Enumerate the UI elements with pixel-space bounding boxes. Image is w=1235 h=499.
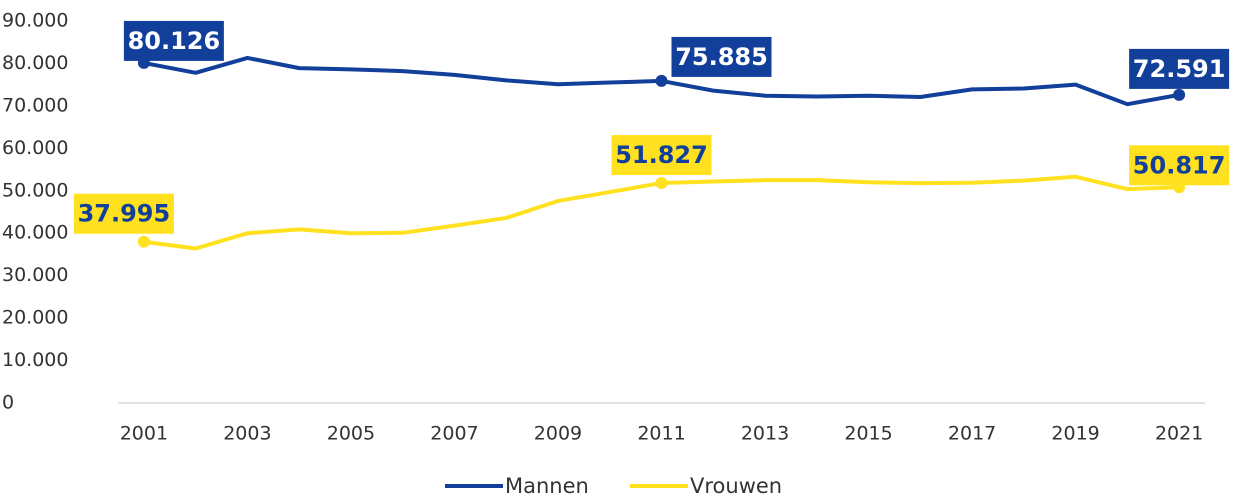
y-tick-label: 30.000 bbox=[2, 264, 68, 286]
data-label-box bbox=[611, 135, 712, 176]
data-label: 50.817 bbox=[1133, 151, 1226, 179]
data-label: 75.885 bbox=[675, 43, 768, 71]
data-point bbox=[1173, 88, 1186, 101]
data-point bbox=[655, 74, 668, 87]
y-tick-label: 70.000 bbox=[2, 94, 68, 116]
x-tick-label: 2011 bbox=[637, 423, 685, 445]
x-tick-label: 2013 bbox=[741, 423, 789, 445]
x-tick-label: 2009 bbox=[534, 423, 582, 445]
x-tick-label: 2021 bbox=[1155, 423, 1203, 445]
legend-label: Mannen bbox=[505, 474, 589, 498]
data-label-box bbox=[123, 20, 224, 61]
data-label-box bbox=[671, 36, 772, 77]
y-tick-label: 10.000 bbox=[2, 349, 68, 371]
data-label-box bbox=[1129, 145, 1230, 186]
y-tick-label: 80.000 bbox=[2, 52, 68, 74]
x-tick-label: 2005 bbox=[327, 423, 375, 445]
y-tick-label: 60.000 bbox=[2, 137, 68, 159]
x-tick-label: 2003 bbox=[223, 423, 271, 445]
y-tick-label: 50.000 bbox=[2, 179, 68, 201]
y-tick-label: 20.000 bbox=[2, 307, 68, 329]
data-point bbox=[655, 177, 668, 190]
legend-label: Vrouwen bbox=[690, 474, 782, 498]
y-tick-label: 90.000 bbox=[2, 10, 68, 32]
y-tick-label: 0 bbox=[2, 392, 14, 414]
data-label: 51.827 bbox=[615, 141, 708, 169]
x-tick-label: 2017 bbox=[948, 423, 996, 445]
data-label: 72.591 bbox=[1133, 55, 1226, 83]
x-tick-label: 2001 bbox=[120, 423, 168, 445]
data-label-box bbox=[1129, 48, 1230, 89]
data-label-box bbox=[73, 193, 174, 234]
data-label: 80.126 bbox=[128, 27, 221, 55]
x-tick-label: 2015 bbox=[844, 423, 892, 445]
data-label: 37.995 bbox=[78, 200, 171, 228]
x-tick-label: 2007 bbox=[430, 423, 478, 445]
data-point bbox=[137, 235, 150, 248]
y-tick-label: 40.000 bbox=[2, 222, 68, 244]
x-tick-label: 2019 bbox=[1051, 423, 1099, 445]
